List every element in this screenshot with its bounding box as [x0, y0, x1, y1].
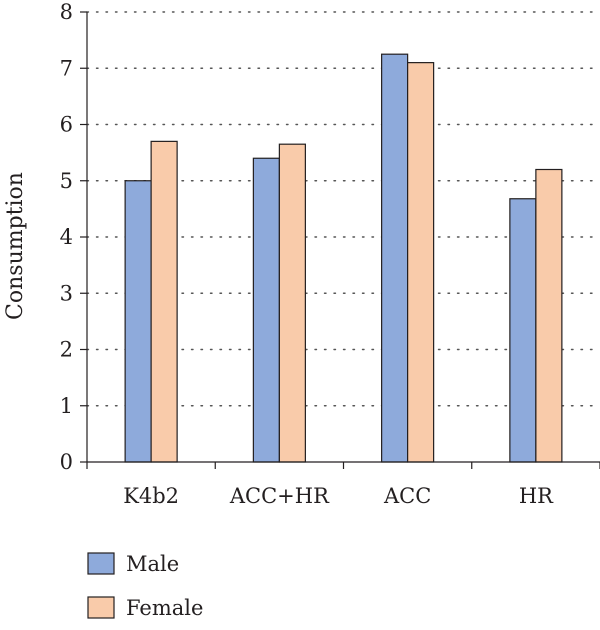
legend-item-female: Female	[87, 596, 203, 620]
y-tick-label-0: 0	[60, 450, 73, 474]
x-tick-label-0: K4b2	[123, 484, 179, 508]
x-tick-label-2: ACC	[383, 484, 431, 508]
y-tick-label-3: 3	[60, 281, 73, 305]
y-tick-label-6: 6	[60, 113, 73, 137]
bar-male-2	[381, 53, 409, 463]
y-tick-label-8: 8	[60, 0, 73, 24]
bar-male-1	[252, 157, 280, 463]
y-axis-label: Consumption	[3, 172, 28, 320]
bar-female-1	[278, 143, 306, 463]
axes	[80, 11, 600, 469]
bar-male-0	[124, 180, 152, 463]
bar-male-3	[509, 198, 537, 463]
legend-label-male: Male	[126, 552, 179, 576]
legend: Male Female	[87, 552, 203, 620]
y-tick-label-4: 4	[60, 225, 73, 249]
legend-swatch-female	[87, 596, 115, 619]
legend-label-female: Female	[126, 596, 203, 620]
y-tick-label-7: 7	[60, 56, 73, 80]
bar-female-0	[150, 140, 178, 463]
tick-labels: 0 1 2 3 4 5 6 7 8 K4b2 ACC+HR ACC HR	[60, 0, 555, 508]
bars	[124, 53, 563, 463]
bar-female-2	[407, 62, 435, 463]
y-tick-label-1: 1	[60, 394, 73, 418]
x-tick-label-3: HR	[519, 484, 554, 508]
y-tick-label-2: 2	[60, 338, 73, 362]
x-tick-label-1: ACC+HR	[229, 484, 330, 508]
bar-female-3	[535, 168, 563, 463]
legend-item-male: Male	[87, 552, 179, 576]
legend-swatch-male	[87, 552, 115, 575]
y-tick-label-5: 5	[60, 169, 73, 193]
